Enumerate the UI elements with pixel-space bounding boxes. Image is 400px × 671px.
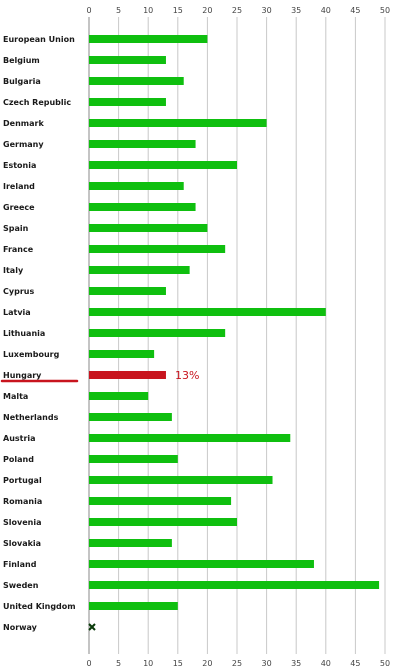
- category-label: Bulgaria: [3, 77, 41, 86]
- bar: [89, 434, 291, 442]
- category-label: Portugal: [3, 476, 42, 485]
- category-label: Norway: [3, 623, 38, 632]
- x-tick-label-top: 15: [173, 6, 183, 15]
- x-tick-label-bottom: 30: [262, 659, 272, 668]
- category-label: Netherlands: [3, 413, 59, 422]
- bar: [89, 98, 166, 106]
- x-tick-label-top: 45: [350, 6, 360, 15]
- x-tick-label-bottom: 5: [116, 659, 121, 668]
- x-tick-label-top: 0: [86, 6, 91, 15]
- category-label: Latvia: [3, 308, 31, 317]
- category-label: Spain: [3, 224, 29, 233]
- category-label: Sweden: [3, 581, 39, 590]
- bar: [89, 455, 178, 463]
- bar: [89, 203, 196, 211]
- missing-value-marker: [88, 623, 96, 631]
- x-tick-label-bottom: 25: [232, 659, 242, 668]
- x-tick-label-top: 5: [116, 6, 121, 15]
- bar: [89, 371, 166, 379]
- x-tick-label-top: 20: [202, 6, 212, 15]
- category-label: United Kingdom: [3, 602, 76, 611]
- bar: [89, 497, 232, 505]
- category-label: Slovakia: [3, 539, 41, 548]
- bar: [89, 476, 273, 484]
- x-tick-label-bottom: 40: [321, 659, 331, 668]
- x-tick-label-bottom: 35: [291, 659, 301, 668]
- bar: [89, 119, 267, 127]
- category-label: Austria: [3, 434, 36, 443]
- category-label: Slovenia: [3, 518, 41, 527]
- x-tick-label-bottom: 10: [143, 659, 153, 668]
- bar: [89, 182, 184, 190]
- category-label: Hungary: [3, 371, 42, 380]
- bar: [89, 308, 326, 316]
- category-label: Denmark: [3, 119, 44, 128]
- category-label: Finland: [3, 560, 37, 569]
- bar: [89, 602, 178, 610]
- x-tick-label-top: 25: [232, 6, 242, 15]
- bar: [89, 140, 196, 148]
- bar: [89, 518, 237, 526]
- x-tick-label-top: 40: [321, 6, 331, 15]
- highlight-annotation: 13%: [175, 369, 199, 382]
- category-label: Greece: [3, 203, 35, 212]
- x-tick-label-bottom: 50: [380, 659, 390, 668]
- bar: [89, 560, 314, 568]
- x-tick-label-bottom: 45: [350, 659, 360, 668]
- bar: [89, 539, 172, 547]
- bar: [89, 287, 166, 295]
- x-tick-label-bottom: 15: [173, 659, 183, 668]
- category-label: Italy: [3, 266, 24, 275]
- category-label: Romania: [3, 497, 42, 506]
- category-label: Malta: [3, 392, 28, 401]
- bar: [89, 329, 226, 337]
- bar: [89, 245, 226, 253]
- bar: [89, 56, 166, 64]
- category-label: Germany: [3, 140, 44, 149]
- category-label: Czech Republic: [3, 98, 71, 107]
- category-label: Estonia: [3, 161, 36, 170]
- category-label: Lithuania: [3, 329, 45, 338]
- x-tick-label-top: 35: [291, 6, 301, 15]
- bar: [89, 77, 184, 85]
- bar: [89, 35, 208, 43]
- bar: [89, 224, 208, 232]
- x-tick-label-top: 10: [143, 6, 153, 15]
- x-tick-label-top: 30: [262, 6, 272, 15]
- x-tick-label-top: 50: [380, 6, 390, 15]
- category-label: France: [3, 245, 34, 254]
- category-label: Belgium: [3, 56, 40, 65]
- category-label: European Union: [3, 35, 75, 44]
- bar: [89, 266, 190, 274]
- category-label: Poland: [3, 455, 34, 464]
- category-label: Cyprus: [3, 287, 34, 296]
- bar: [89, 350, 155, 358]
- category-label: Ireland: [3, 182, 35, 191]
- category-label: Luxembourg: [3, 350, 60, 359]
- bar: [89, 161, 237, 169]
- x-tick-label-bottom: 0: [86, 659, 91, 668]
- x-tick-label-bottom: 20: [202, 659, 212, 668]
- bar: [89, 413, 172, 421]
- bar: [89, 392, 149, 400]
- bar: [89, 581, 380, 589]
